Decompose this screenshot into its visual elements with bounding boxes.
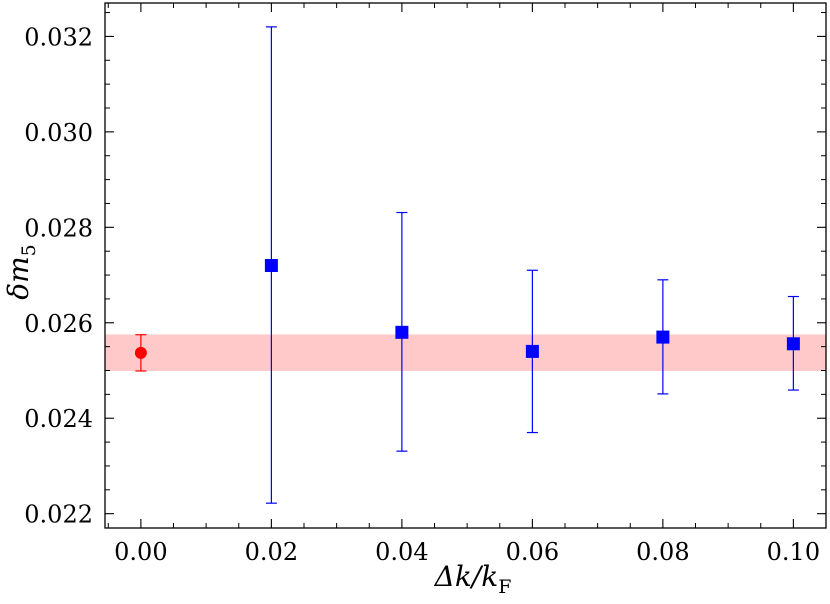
- y-axis-title-sub: 5: [18, 244, 40, 256]
- data-point: [656, 330, 670, 344]
- x-tick-label: 0.06: [506, 538, 559, 566]
- y-tick-label: 0.030: [24, 119, 93, 147]
- y-tick-label: 0.024: [24, 405, 93, 433]
- y-tick-label: 0.026: [24, 310, 93, 338]
- y-tick-label: 0.022: [24, 501, 93, 529]
- tick-label-layer: 0.00 0.02 0.04 0.06 0.08 0.10 0.022 0.024 0.026 0…: [24, 23, 820, 566]
- data-point: [525, 344, 539, 358]
- x-tick-label: 0.10: [767, 538, 820, 566]
- x-axis-title-sub: F: [498, 576, 511, 598]
- x-tick-label: 0.08: [636, 538, 689, 566]
- tick-layer: [105, 3, 827, 528]
- band-layer: [105, 334, 826, 371]
- y-tick-label: 0.032: [24, 23, 93, 51]
- x-tick-label: 0.00: [114, 538, 167, 566]
- data-point: [395, 325, 409, 339]
- data-point: [264, 259, 278, 272]
- errorbar-layer: [135, 26, 799, 504]
- x-tick-label: 0.02: [245, 538, 298, 566]
- marker-layer: [134, 259, 800, 359]
- y-tick-label: 0.028: [24, 214, 93, 242]
- y-axis-title-main: δm: [2, 256, 35, 299]
- y-axis-title: δm5: [2, 244, 40, 300]
- x-tick-label: 0.04: [375, 538, 428, 566]
- data-point: [134, 346, 147, 359]
- x-axis-title-main: Δk/k: [434, 560, 499, 593]
- plot-frame: [104, 2, 827, 529]
- x-axis-title: Δk/kF: [434, 560, 512, 598]
- data-point: [786, 337, 800, 351]
- reference-band: [105, 334, 826, 371]
